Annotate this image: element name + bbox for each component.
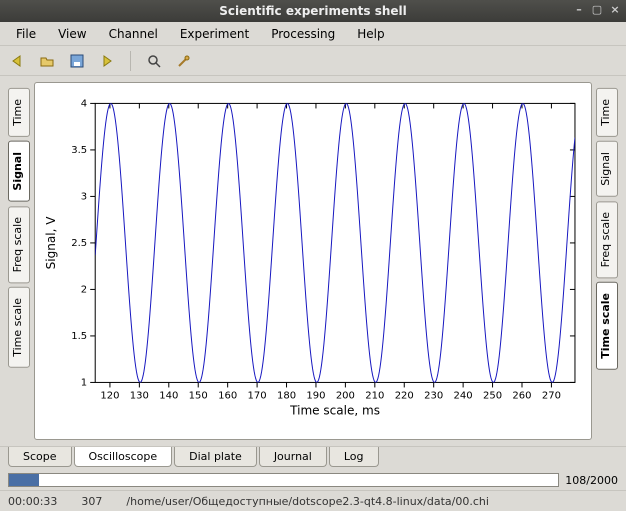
vtab-freq-scale[interactable]: Freq scale <box>596 201 618 278</box>
menubar: FileViewChannelExperimentProcessingHelp <box>0 22 626 46</box>
svg-text:150: 150 <box>189 390 208 401</box>
workarea: Time Signal Freq scale Time scale 120 130 140… <box>0 76 626 446</box>
menu-file[interactable]: File <box>6 24 46 44</box>
svg-text:3.5: 3.5 <box>71 145 87 156</box>
vtab-time[interactable]: Time <box>596 88 618 137</box>
bottom-tab-strip: ScopeOscilloscopeDial plateJournalLog <box>0 446 626 470</box>
tab-journal[interactable]: Journal <box>259 447 327 467</box>
close-button[interactable]: × <box>608 2 622 16</box>
minimize-button[interactable]: – <box>572 2 586 16</box>
probe-icon[interactable] <box>173 50 195 72</box>
progress-row: 108/2000 <box>0 470 626 490</box>
svg-text:180: 180 <box>277 390 296 401</box>
svg-text:260: 260 <box>512 390 531 401</box>
tab-log[interactable]: Log <box>329 447 379 467</box>
save-icon[interactable] <box>66 50 88 72</box>
svg-text:200: 200 <box>336 390 355 401</box>
progress-fill <box>9 474 39 486</box>
svg-text:170: 170 <box>248 390 267 401</box>
menu-help[interactable]: Help <box>347 24 394 44</box>
tab-scope[interactable]: Scope <box>8 447 72 467</box>
svg-text:2: 2 <box>81 284 87 295</box>
vtab-signal[interactable]: Signal <box>596 141 618 197</box>
svg-text:3: 3 <box>81 191 87 202</box>
status-bar: 00:00:33 307 /home/user/Общедоступные/do… <box>0 490 626 511</box>
svg-text:250: 250 <box>483 390 502 401</box>
window-title: Scientific experiments shell <box>219 4 407 18</box>
back-icon[interactable] <box>6 50 28 72</box>
vtab-time-scale[interactable]: Time scale <box>596 282 618 370</box>
status-time: 00:00:33 <box>8 495 57 508</box>
vtab-signal[interactable]: Signal <box>8 141 30 202</box>
svg-text:190: 190 <box>306 390 325 401</box>
svg-text:4: 4 <box>81 98 87 109</box>
menu-view[interactable]: View <box>48 24 96 44</box>
tab-dial-plate[interactable]: Dial plate <box>174 447 257 467</box>
left-tab-strip: Time Signal Freq scale Time scale <box>8 88 30 368</box>
window-titlebar: Scientific experiments shell – ▢ × <box>0 0 626 22</box>
svg-text:230: 230 <box>424 390 443 401</box>
status-count: 307 <box>81 495 102 508</box>
right-tab-strip: Time Signal Freq scale Time scale <box>596 88 618 370</box>
progress-bar <box>8 473 559 487</box>
toolbar <box>0 46 626 76</box>
svg-text:240: 240 <box>454 390 473 401</box>
svg-text:1: 1 <box>81 377 87 388</box>
menu-processing[interactable]: Processing <box>261 24 345 44</box>
svg-text:160: 160 <box>218 390 237 401</box>
tab-oscilloscope[interactable]: Oscilloscope <box>74 447 173 467</box>
menu-experiment[interactable]: Experiment <box>170 24 259 44</box>
svg-text:140: 140 <box>159 390 178 401</box>
status-path: /home/user/Общедоступные/dotscope2.3-qt4… <box>126 495 489 508</box>
open-icon[interactable] <box>36 50 58 72</box>
vtab-time-scale[interactable]: Time scale <box>8 287 30 368</box>
vtab-freq-scale[interactable]: Freq scale <box>8 206 30 283</box>
svg-text:130: 130 <box>130 390 149 401</box>
svg-text:270: 270 <box>542 390 561 401</box>
svg-text:Signal, V: Signal, V <box>44 216 58 270</box>
plot-frame: 120 130 140 150 160 170 180 190 200 210 220 230 240 2… <box>34 82 592 440</box>
svg-text:2.5: 2.5 <box>71 238 87 249</box>
forward-icon[interactable] <box>96 50 118 72</box>
vtab-time[interactable]: Time <box>8 88 30 137</box>
signal-plot: 120 130 140 150 160 170 180 190 200 210 220 230 240 2… <box>37 91 585 437</box>
svg-text:1.5: 1.5 <box>71 331 87 342</box>
svg-text:120: 120 <box>100 390 119 401</box>
svg-text:Time scale, ms: Time scale, ms <box>289 404 380 418</box>
svg-text:210: 210 <box>365 390 384 401</box>
toolbar-separator <box>130 51 131 71</box>
zoom-icon[interactable] <box>143 50 165 72</box>
progress-label: 108/2000 <box>565 474 618 487</box>
svg-text:220: 220 <box>395 390 414 401</box>
menu-channel[interactable]: Channel <box>99 24 168 44</box>
maximize-button[interactable]: ▢ <box>590 2 604 16</box>
